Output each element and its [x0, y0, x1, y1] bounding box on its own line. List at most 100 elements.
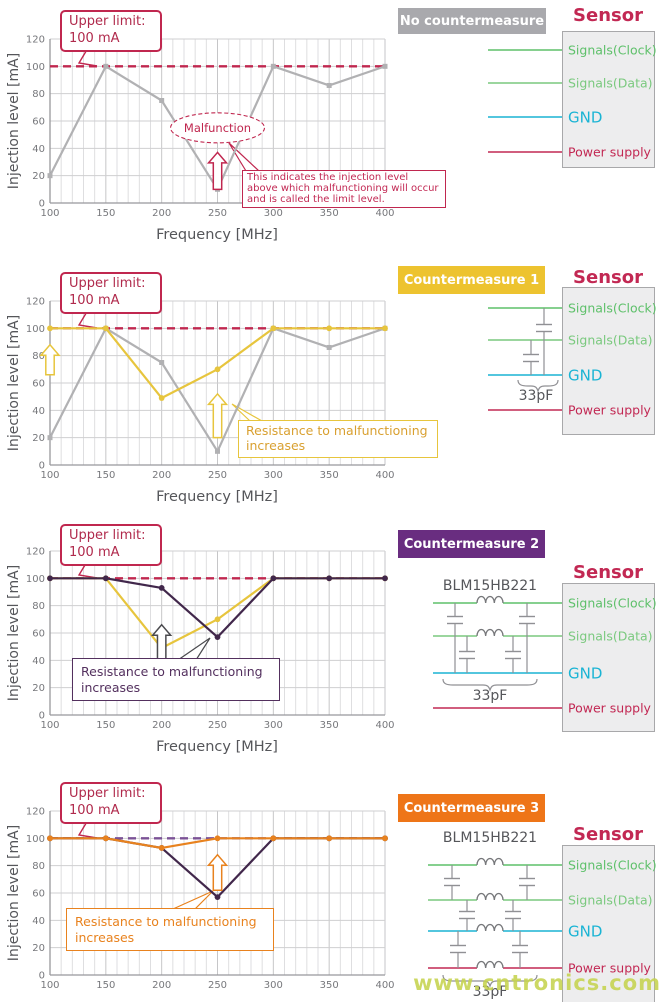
sensor-title: Sensor [573, 562, 643, 583]
pin-label-power-supply: Power supply [568, 700, 651, 716]
pin-label-signals-clock: Signals(Clock) [568, 857, 657, 873]
svg-text:400: 400 [375, 470, 394, 481]
limit-level-explanation-note: This indicates the injection level above… [242, 170, 446, 208]
pin-label-signals-data: Signals(Data) [568, 75, 653, 91]
svg-text:0: 0 [39, 461, 45, 472]
upper-limit-line1: Upper limit: [69, 14, 146, 29]
svg-text:350: 350 [320, 208, 339, 219]
panel-header-countermeasure-1: Countermeasure 1 [398, 266, 545, 294]
y-axis-label: Injection level [mA] [6, 314, 22, 452]
upper-limit-line2: 100 mA [69, 544, 120, 560]
svg-text:100: 100 [26, 324, 45, 335]
svg-text:150: 150 [96, 980, 115, 991]
upper-limit-callout: Upper limit: 100 mA [60, 524, 162, 566]
svg-text:300: 300 [264, 470, 283, 481]
svg-text:20: 20 [32, 943, 45, 954]
sensor-title: Sensor [573, 267, 643, 288]
svg-text:250: 250 [208, 980, 227, 991]
resistance-note-countermeasure-2: Resistance to malfunctioning increases [72, 658, 280, 702]
y-axis-label: Injection level [mA] [6, 564, 22, 702]
svg-text:100: 100 [40, 720, 59, 731]
pin-label-signals-clock: Signals(Clock) [568, 42, 657, 58]
svg-text:200: 200 [152, 980, 171, 991]
svg-text:400: 400 [375, 980, 394, 991]
svg-text:100: 100 [26, 62, 45, 73]
pin-label-power-supply: Power supply [568, 960, 651, 976]
pin-label-signals-data: Signals(Data) [568, 332, 653, 348]
svg-text:80: 80 [32, 861, 45, 872]
panel-header-countermeasure-2: Countermeasure 2 [398, 530, 545, 558]
panel-header-countermeasure-3: Countermeasure 3 [398, 794, 545, 822]
svg-text:120: 120 [26, 807, 45, 818]
svg-text:200: 200 [152, 720, 171, 731]
watermark: www.cntronics.com [413, 971, 661, 995]
capacitor-value-label: 33pF [472, 984, 508, 1000]
svg-text:120: 120 [26, 547, 45, 558]
svg-text:0: 0 [39, 711, 45, 722]
pin-label-power-supply: Power supply [568, 144, 651, 160]
sensor-box: Signals(Clock) Signals(Data) GND Power s… [562, 845, 657, 1002]
upper-limit-line2: 100 mA [69, 802, 120, 818]
pin-label-gnd: GND [568, 664, 603, 683]
svg-text:400: 400 [375, 720, 394, 731]
upper-limit-callout: Upper limit: 100 mA [60, 782, 162, 824]
resistance-note-countermeasure-1: Resistance to malfunctioning increases [238, 420, 438, 458]
capacitor-value-label: 33pF [472, 688, 508, 704]
svg-text:100: 100 [40, 980, 59, 991]
svg-text:400: 400 [375, 208, 394, 219]
svg-text:60: 60 [32, 629, 45, 640]
sensor-box: Signals(Clock) Signals(Data) GND Power s… [562, 287, 657, 435]
svg-text:120: 120 [26, 297, 45, 308]
svg-text:60: 60 [32, 117, 45, 128]
pin-label-gnd: GND [568, 922, 603, 941]
x-axis-label: Frequency [MHz] [156, 489, 278, 505]
svg-text:300: 300 [264, 720, 283, 731]
pin-label-signals-data: Signals(Data) [568, 892, 653, 908]
svg-text:60: 60 [32, 379, 45, 390]
svg-text:100: 100 [40, 208, 59, 219]
svg-text:150: 150 [96, 720, 115, 731]
panel-header-no-countermeasure: No countermeasure [398, 8, 546, 34]
sensor-title: Sensor [573, 824, 643, 845]
svg-text:300: 300 [264, 208, 283, 219]
y-axis-label: Injection level [mA] [6, 52, 22, 190]
svg-text:350: 350 [320, 470, 339, 481]
svg-text:0: 0 [39, 971, 45, 982]
sensor-box: Signals(Clock) Signals(Data) GND Power s… [562, 583, 657, 732]
pin-label-gnd: GND [568, 366, 603, 385]
ferrite-bead-part-label: BLM15HB221 [442, 578, 538, 594]
svg-text:40: 40 [32, 144, 45, 155]
svg-text:300: 300 [264, 980, 283, 991]
svg-text:120: 120 [26, 35, 45, 46]
svg-text:350: 350 [320, 720, 339, 731]
upper-limit-line1: Upper limit: [69, 276, 146, 291]
upper-limit-callout: Upper limit: 100 mA [60, 10, 162, 52]
svg-text:60: 60 [32, 889, 45, 900]
svg-text:250: 250 [208, 208, 227, 219]
pin-label-signals-clock: Signals(Clock) [568, 595, 657, 611]
upper-limit-line2: 100 mA [69, 292, 120, 308]
capacitor-value-label: 33pF [518, 388, 554, 404]
svg-text:250: 250 [208, 720, 227, 731]
svg-text:100: 100 [26, 834, 45, 845]
upper-limit-line2: 100 mA [69, 30, 120, 46]
svg-text:80: 80 [32, 89, 45, 100]
upper-limit-callout: Upper limit: 100 mA [60, 272, 162, 314]
svg-text:100: 100 [26, 574, 45, 585]
pin-label-signals-clock: Signals(Clock) [568, 300, 657, 316]
svg-text:Malfunction: Malfunction [184, 121, 251, 135]
svg-text:40: 40 [32, 916, 45, 927]
svg-text:0: 0 [39, 199, 45, 210]
svg-text:20: 20 [32, 433, 45, 444]
svg-text:20: 20 [32, 171, 45, 182]
upper-limit-line1: Upper limit: [69, 786, 146, 801]
sensor-box: Signals(Clock) Signals(Data) GND Power s… [562, 31, 657, 168]
svg-text:200: 200 [152, 208, 171, 219]
svg-text:80: 80 [32, 601, 45, 612]
svg-text:40: 40 [32, 656, 45, 667]
x-axis-label: Frequency [MHz] [156, 739, 278, 755]
upper-limit-line1: Upper limit: [69, 528, 146, 543]
svg-text:40: 40 [32, 406, 45, 417]
svg-text:250: 250 [208, 470, 227, 481]
